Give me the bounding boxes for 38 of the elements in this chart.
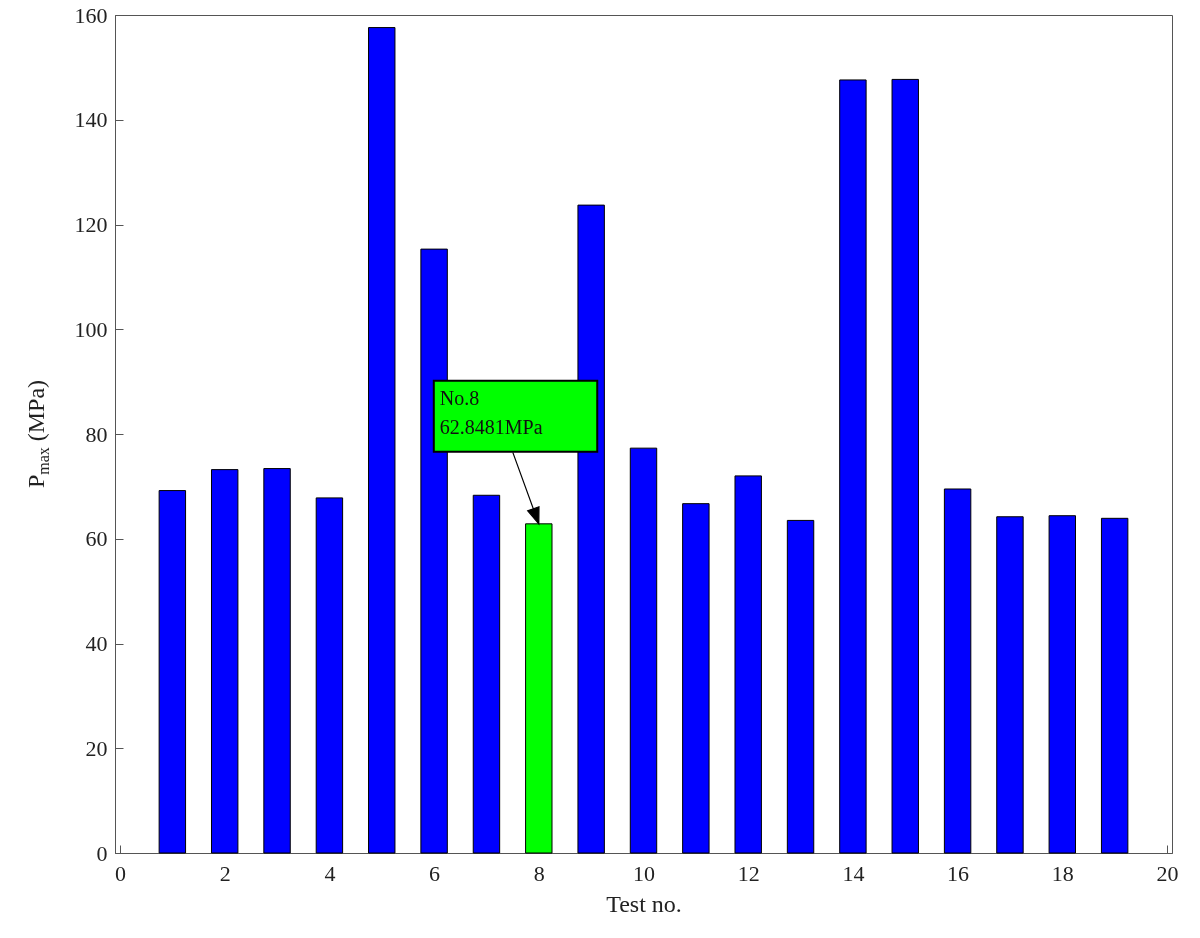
bar	[943, 488, 972, 854]
x-tick-label: 14	[842, 860, 865, 886]
x-tick-label: 20	[1156, 860, 1179, 886]
bar	[682, 503, 710, 854]
x-tick-label: 4	[324, 860, 336, 886]
x-tick-label: 18	[1051, 860, 1074, 886]
bar	[368, 27, 396, 854]
bar	[734, 475, 762, 854]
x-tick-label: 2	[219, 860, 231, 886]
x-axis-title: Test no.	[606, 890, 682, 917]
bar	[1048, 515, 1077, 854]
y-tick-label: 60	[85, 526, 108, 552]
x-tick-label: 16	[947, 860, 970, 886]
bar	[263, 468, 291, 854]
annotation: No.8 62.8481MPa	[439, 386, 543, 438]
x-tick-label: 10	[633, 860, 655, 886]
y-tick-label: 20	[85, 735, 108, 761]
y-tick-label: 80	[85, 421, 108, 447]
bar	[996, 516, 1024, 854]
y-tick-label: 140	[74, 107, 108, 133]
y-tick-label: 0	[96, 840, 108, 866]
y-tick-label: 120	[74, 212, 108, 237]
bar	[786, 519, 815, 854]
x-tick-label: 6	[429, 860, 441, 886]
bar	[210, 469, 239, 854]
x-tick-label: 12	[737, 860, 760, 886]
x-tick-label: 0	[115, 860, 126, 886]
y-tick-label: 160	[74, 2, 108, 28]
bar	[629, 447, 658, 854]
bar	[158, 490, 187, 854]
bar	[891, 78, 919, 854]
x-tick-label: 8	[533, 860, 545, 886]
bar	[1100, 517, 1129, 854]
bar	[315, 497, 344, 854]
y-tick-label: 100	[74, 316, 108, 342]
y-tick-label: 40	[85, 631, 108, 656]
bar	[839, 79, 867, 854]
bar	[472, 494, 501, 854]
